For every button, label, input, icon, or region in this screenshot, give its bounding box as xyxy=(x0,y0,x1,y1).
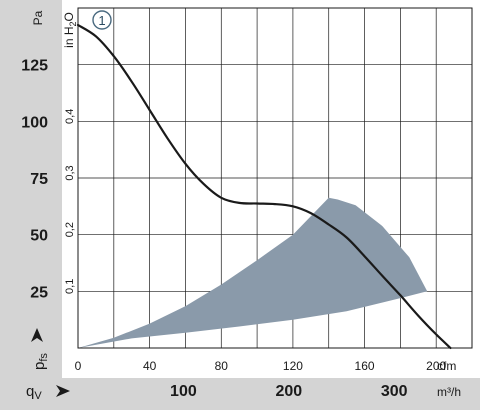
x-axis-cfm-unit: cfm xyxy=(437,359,456,373)
series-1-marker: 1 xyxy=(92,10,112,30)
svg-text:pfs: pfs xyxy=(31,353,50,370)
y-axis-inner-labels: 0,1 0,2 0,3 0,4 xyxy=(64,109,76,294)
x-tick-label-cfm: 0 xyxy=(75,359,82,373)
x-tick-label-m3h: 200 xyxy=(275,383,302,400)
y-tick-label-inh2o: 0,2 xyxy=(64,222,76,237)
x-axis-m3h-unit: m³/h xyxy=(437,385,461,399)
y-axis-arrow-icon xyxy=(31,328,43,342)
svg-text:qV: qV xyxy=(26,383,42,402)
y-axis-symbol: pfs xyxy=(31,328,50,370)
y-tick-label-pa: 100 xyxy=(21,114,48,131)
y-axis-left-labels: 25 50 75 100 125 xyxy=(21,58,48,302)
x-tick-label-m3h: 300 xyxy=(381,383,408,400)
y-axis-left-unit: Pa xyxy=(31,10,45,25)
operating-range-area xyxy=(78,197,428,348)
y-tick-label-inh2o: 0,4 xyxy=(64,109,76,124)
y-tick-label-inh2o: 0,3 xyxy=(64,165,76,180)
y-tick-label-pa: 125 xyxy=(21,58,48,75)
x-tick-label-cfm: 200 xyxy=(426,359,446,373)
x-axis-symbol: qV xyxy=(26,383,70,402)
y-tick-label-inh2o: 0,1 xyxy=(64,279,76,294)
series-1-label: 1 xyxy=(98,13,105,28)
x-tick-label-cfm: 120 xyxy=(283,359,303,373)
x-tick-label-cfm: 160 xyxy=(355,359,375,373)
left-axis-panel xyxy=(0,0,62,410)
series-1-curve xyxy=(76,23,452,350)
plot-border xyxy=(77,7,473,349)
x-axis-m3h-labels: 100 200 300 xyxy=(170,383,408,400)
y-tick-label-pa: 25 xyxy=(30,284,48,301)
x-axis-arrow-icon xyxy=(56,385,70,397)
x-tick-label-cfm: 80 xyxy=(215,359,229,373)
y-tick-label-pa: 75 xyxy=(30,171,48,188)
bottom-axis-panel xyxy=(0,378,480,410)
y-tick-label-pa: 50 xyxy=(30,228,48,245)
x-tick-label-m3h: 100 xyxy=(170,383,197,400)
x-axis-cfm-labels: 0 40 80 120 160 200 xyxy=(75,359,447,373)
x-tick-label-cfm: 40 xyxy=(143,359,157,373)
y-axis-inner-unit: in H2O xyxy=(62,12,78,48)
